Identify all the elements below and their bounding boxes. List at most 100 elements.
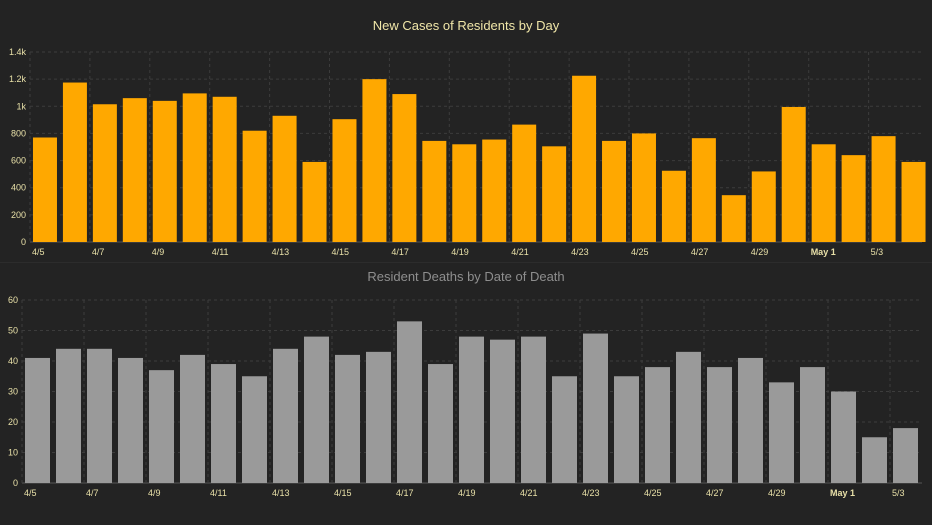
bar-5-2[interactable]	[862, 437, 887, 483]
bar-5-2[interactable]	[841, 155, 866, 242]
bar-4-25[interactable]	[631, 133, 656, 242]
bar-4-30[interactable]	[800, 367, 825, 483]
bar-4-25[interactable]	[645, 367, 670, 483]
x-tick-label: 4/15	[332, 247, 350, 257]
bar-4-18[interactable]	[428, 364, 453, 483]
x-tick-label: 5/3	[892, 488, 905, 498]
x-tick-label: 4/11	[210, 488, 227, 498]
bar-4-23[interactable]	[572, 75, 597, 242]
bar-May-1[interactable]	[831, 391, 856, 484]
bar-5-3[interactable]	[871, 136, 896, 242]
bar-4-28[interactable]	[738, 357, 763, 483]
bar-4-7[interactable]	[87, 348, 112, 483]
bar-4-13[interactable]	[272, 115, 297, 242]
new-cases-panel: 0 200 400 600 800 1k 1.2k 1.4k 4/5 4/7 4/9 4/11 4/13…	[0, 0, 932, 262]
x-tick-label: 4/29	[768, 488, 786, 498]
bar-May-1[interactable]	[811, 144, 836, 242]
x-tick-label: 4/25	[631, 247, 649, 257]
y-tick-label: 800	[11, 128, 26, 138]
x-tick-label: 4/11	[212, 247, 229, 257]
x-tick-label: 4/15	[334, 488, 352, 498]
y-tick-label: 1k	[16, 101, 26, 111]
y-tick-label: 1.4k	[9, 47, 27, 57]
x-tick-label: 4/17	[391, 247, 409, 257]
x-tick-label: 4/29	[751, 247, 769, 257]
bar-4-12[interactable]	[242, 130, 267, 242]
bar-4-22[interactable]	[552, 376, 577, 483]
bar-4-17[interactable]	[397, 321, 422, 483]
bar-4-11[interactable]	[211, 364, 236, 483]
x-tick-label: 4/19	[451, 247, 469, 257]
bar-4-15[interactable]	[332, 119, 357, 242]
bar-4-7[interactable]	[92, 104, 117, 242]
bar-4-29[interactable]	[751, 171, 776, 242]
x-tick-label: 4/7	[92, 247, 105, 257]
x-tick-label: 4/25	[644, 488, 662, 498]
bar-4-16[interactable]	[362, 79, 387, 243]
y-tick-label: 0	[13, 478, 18, 488]
y-tick-label: 400	[11, 183, 26, 193]
bar-4-9[interactable]	[149, 370, 174, 483]
bar-4-26[interactable]	[676, 351, 701, 483]
bar-5-3[interactable]	[893, 428, 918, 483]
bar-4-9[interactable]	[152, 100, 177, 242]
x-tick-label: 4/5	[24, 488, 37, 498]
bar-4-5[interactable]	[25, 357, 50, 483]
bar-4-8[interactable]	[122, 98, 147, 243]
x-tick-label: 4/23	[582, 488, 600, 498]
bar-4-8[interactable]	[118, 357, 143, 483]
bar-4-18[interactable]	[422, 140, 447, 242]
y-tick-label: 0	[21, 237, 26, 247]
x-tick-label: 4/19	[458, 488, 476, 498]
bar-4-10[interactable]	[182, 93, 207, 243]
bar-4-29[interactable]	[769, 382, 794, 483]
x-tick-label: 4/13	[272, 488, 290, 498]
bar-4-20[interactable]	[490, 339, 515, 483]
y-tick-label: 60	[8, 295, 18, 305]
bar-4-17[interactable]	[392, 94, 417, 242]
bar-4-21[interactable]	[521, 336, 546, 483]
bar-4-22[interactable]	[542, 146, 567, 242]
bar-4-24[interactable]	[602, 140, 627, 242]
bar-4-6[interactable]	[62, 82, 87, 243]
new-cases-title: New Cases of Residents by Day	[372, 18, 560, 33]
y-tick-label: 600	[11, 156, 26, 166]
y-tick-label: 50	[8, 326, 18, 336]
bar-4-23[interactable]	[583, 333, 608, 483]
bar-4-27[interactable]	[707, 367, 732, 483]
bar-4-28[interactable]	[721, 195, 746, 242]
bar-5-4[interactable]	[901, 161, 926, 242]
y-tick-label: 30	[8, 387, 18, 397]
x-tick-label: 4/5	[32, 247, 45, 257]
bar-4-13[interactable]	[273, 348, 298, 483]
x-tick-label: 4/9	[152, 247, 165, 257]
bar-4-10[interactable]	[180, 354, 205, 483]
bar-4-24[interactable]	[614, 376, 639, 483]
bar-4-30[interactable]	[781, 106, 806, 242]
x-tick-label: May 1	[830, 488, 855, 498]
bar-4-12[interactable]	[242, 376, 267, 483]
x-tick-label: 4/27	[706, 488, 724, 498]
bar-4-27[interactable]	[691, 138, 716, 242]
bar-4-15[interactable]	[335, 354, 360, 483]
bar-4-26[interactable]	[661, 170, 686, 242]
y-tick-label: 10	[8, 448, 18, 458]
bar-4-14[interactable]	[302, 161, 327, 242]
bar-4-14[interactable]	[304, 336, 329, 483]
x-tick-label: 4/21	[520, 488, 538, 498]
bar-4-21[interactable]	[512, 124, 537, 242]
deaths-title: Resident Deaths by Date of Death	[367, 269, 565, 284]
y-tick-label: 1.2k	[9, 74, 27, 84]
bar-4-5[interactable]	[32, 137, 57, 243]
bar-4-20[interactable]	[482, 139, 507, 242]
bar-4-19[interactable]	[452, 144, 477, 242]
bar-4-6[interactable]	[56, 348, 81, 483]
y-tick-label: 20	[8, 417, 18, 427]
x-tick-label: 4/13	[272, 247, 290, 257]
deaths-chart[interactable]: 0 10 20 30 40 50 60 4/5 4/7 4/9 4/11 4/13 4/15 4/17 4/…	[0, 263, 932, 525]
bar-4-19[interactable]	[459, 336, 484, 483]
bar-4-16[interactable]	[366, 351, 391, 483]
bar-4-11[interactable]	[212, 96, 237, 243]
new-cases-chart[interactable]: 0 200 400 600 800 1k 1.2k 1.4k 4/5 4/7 4/9 4/11 4/13…	[0, 0, 932, 262]
